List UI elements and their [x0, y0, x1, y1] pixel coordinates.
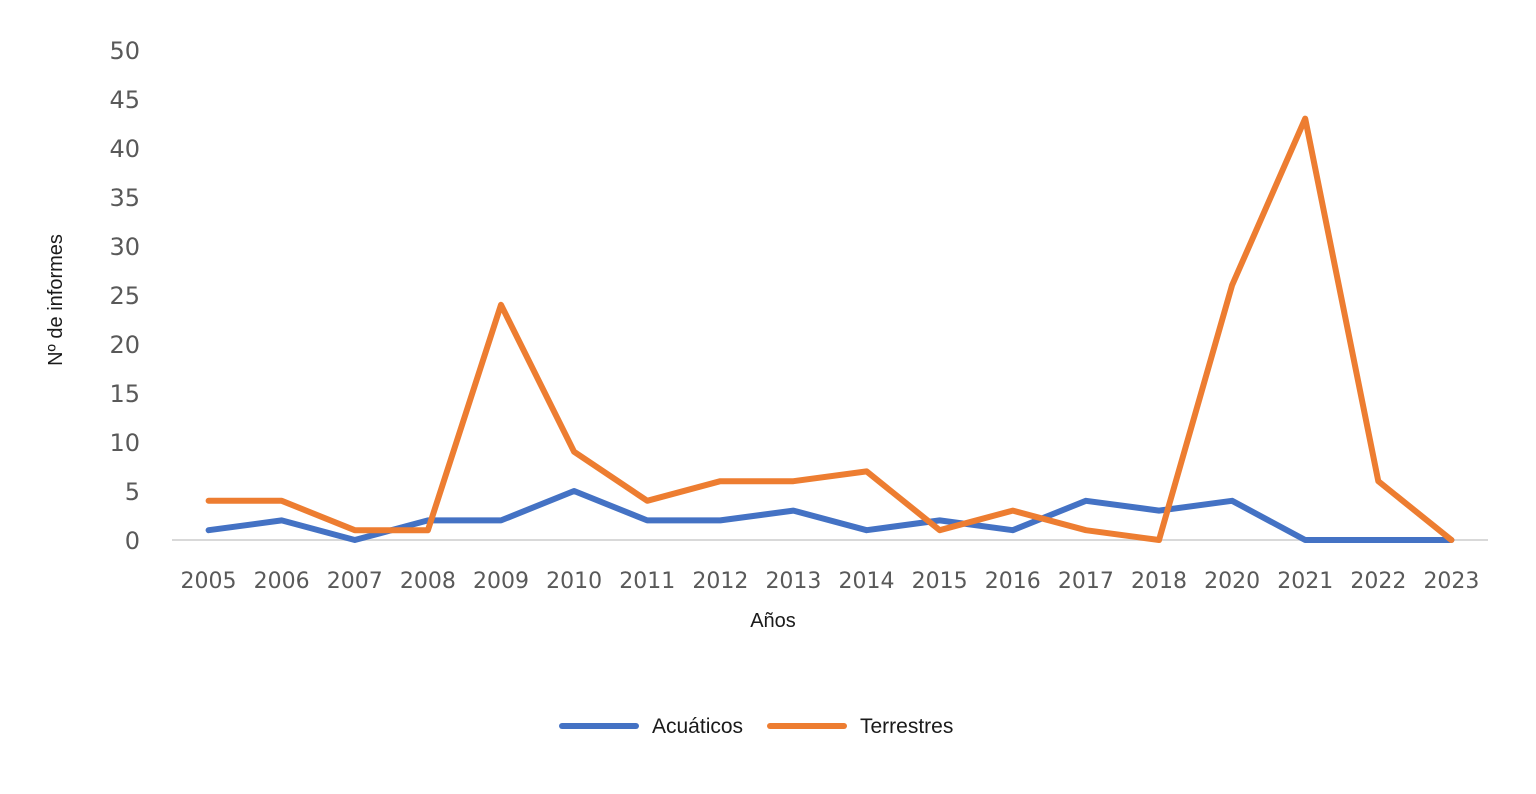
y-axis-ticks: 0 5 10 15 20 25 30 35 40 45 50 — [109, 37, 140, 555]
legend-label: Terrestres — [860, 715, 953, 738]
x-tick-label: 2017 — [1058, 569, 1114, 594]
x-tick-label: 2011 — [619, 569, 675, 594]
x-tick-label: 2022 — [1350, 569, 1406, 594]
x-axis-ticks: 2005 2006 2007 2008 2009 2010 2011 2012 2013 2014… — [181, 569, 1480, 594]
x-tick-label: 2005 — [181, 569, 237, 594]
x-tick-label: 2010 — [546, 569, 602, 594]
y-tick-label: 40 — [109, 135, 140, 163]
y-tick-label: 50 — [109, 37, 140, 65]
x-tick-label: 2015 — [912, 569, 968, 594]
y-tick-label: 5 — [125, 478, 140, 506]
x-tick-label: 2014 — [839, 569, 895, 594]
y-axis-title: Nº de informes — [45, 234, 67, 366]
y-tick-label: 10 — [109, 429, 140, 457]
x-tick-label: 2013 — [765, 569, 821, 594]
legend-label: Acuáticos — [652, 715, 743, 738]
x-tick-label: 2007 — [327, 569, 383, 594]
x-tick-label: 2016 — [985, 569, 1041, 594]
y-tick-label: 0 — [125, 527, 140, 555]
y-tick-label: 35 — [109, 184, 140, 212]
series-lines — [205, 115, 1455, 543]
x-axis-title: Años — [750, 610, 796, 632]
x-tick-label: 2009 — [473, 569, 529, 594]
x-tick-label: 2023 — [1423, 569, 1479, 594]
x-tick-label: 2008 — [400, 569, 456, 594]
x-tick-label: 2018 — [1131, 569, 1187, 594]
y-tick-label: 15 — [109, 380, 140, 408]
y-tick-label: 30 — [109, 233, 140, 261]
x-tick-label: 2020 — [1204, 569, 1260, 594]
series-line-terrestres — [205, 115, 1455, 543]
x-tick-label: 2012 — [692, 569, 748, 594]
y-tick-label: 45 — [109, 86, 140, 114]
y-tick-label: 20 — [109, 331, 140, 359]
series-line-acuaticos — [205, 488, 1455, 543]
legend: Acuáticos Terrestres — [559, 715, 953, 738]
x-tick-label: 2006 — [254, 569, 310, 594]
y-tick-label: 25 — [109, 282, 140, 310]
x-tick-label: 2021 — [1277, 569, 1333, 594]
